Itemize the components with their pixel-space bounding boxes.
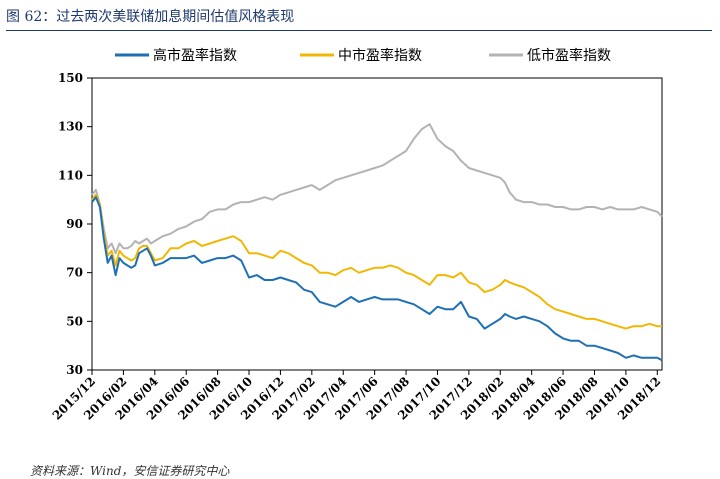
y-tick-label: 130 [58, 120, 83, 134]
figure-title: 图 62：过去两次美联储加息期间估值风格表现 [6, 9, 295, 25]
plot-frame [91, 77, 663, 371]
series-line-1 [91, 193, 662, 330]
legend-item-2: 低市盈率指数 [489, 47, 611, 64]
y-tick-label: 30 [66, 363, 83, 377]
series-line-0 [91, 196, 663, 362]
legend-item-1: 中市盈率指数 [300, 47, 422, 64]
y-tick-label: 150 [58, 71, 83, 85]
x-axis: 2015/122016/022016/042016/062016/082016/… [50, 370, 663, 423]
series-lines [91, 123, 663, 362]
source-note: 资料来源：Wind，安信证券研究中心 [30, 464, 230, 478]
legend-item-0: 高市盈率指数 [115, 47, 237, 64]
series-line-2 [91, 123, 663, 255]
legend-label: 低市盈率指数 [527, 47, 611, 64]
legend-label: 高市盈率指数 [153, 47, 237, 64]
y-axis: 30 50 70 90 110 130 150 [58, 71, 92, 377]
y-tick-label: 50 [66, 314, 83, 328]
legend-label: 中市盈率指数 [338, 47, 422, 64]
line-chart: 30 50 70 90 110 130 150 2015/122016/022016/042… [50, 47, 664, 423]
legend: 高市盈率指数 中市盈率指数 低市盈率指数 [115, 47, 611, 64]
y-tick-label: 110 [58, 168, 83, 182]
y-tick-label: 90 [66, 217, 83, 231]
y-tick-label: 70 [66, 266, 83, 280]
title-divider [6, 30, 712, 31]
